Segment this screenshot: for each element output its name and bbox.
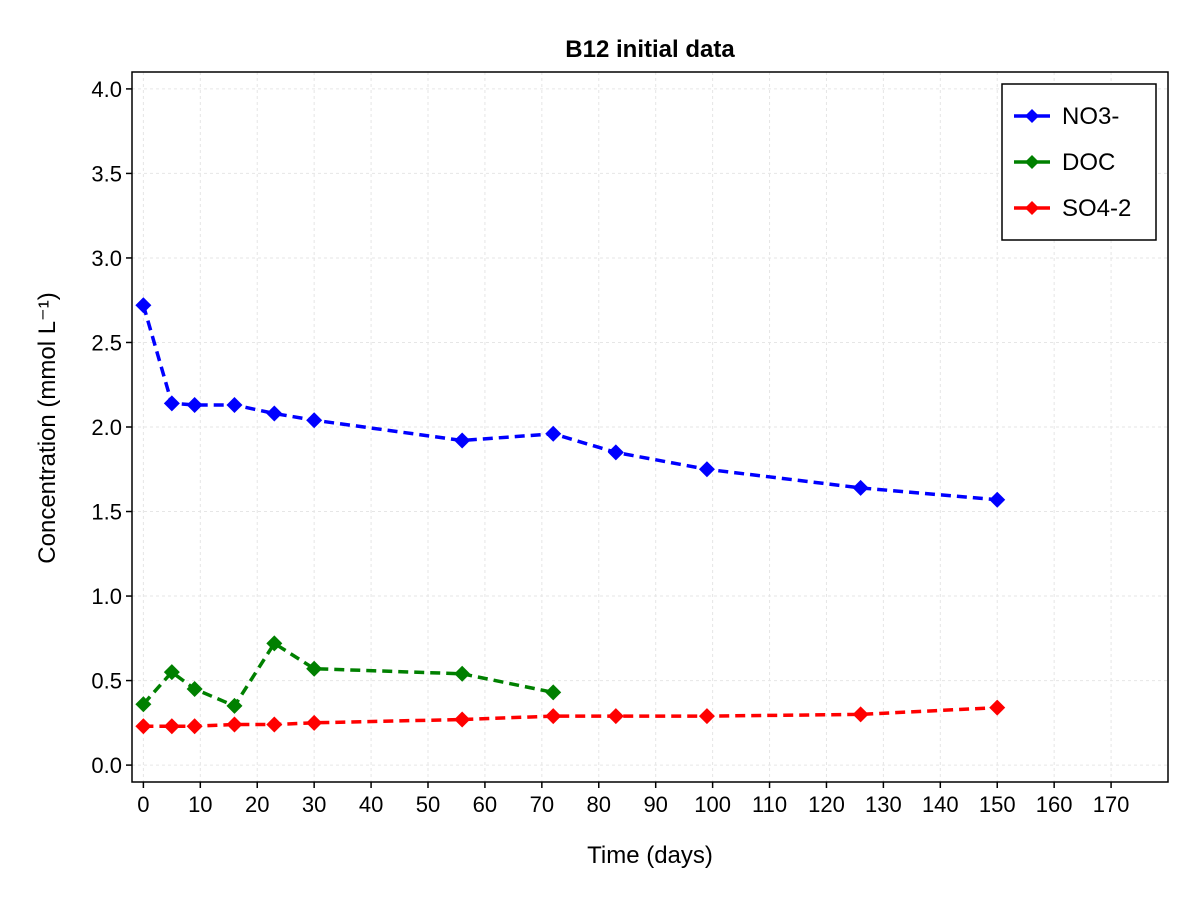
x-tick-label: 140	[922, 792, 959, 817]
data-point-no3	[186, 397, 203, 414]
data-point-so4-2	[135, 718, 152, 735]
x-tick-label: 100	[694, 792, 731, 817]
x-tick-label: 60	[473, 792, 497, 817]
data-point-doc	[454, 665, 471, 682]
data-point-so4-2	[306, 714, 323, 731]
data-point-so4-2	[186, 718, 203, 735]
data-point-no3	[545, 425, 562, 442]
y-tick-label: 1.5	[91, 500, 122, 525]
data-point-so4-2	[989, 699, 1006, 716]
y-tick-label: 0.5	[91, 669, 122, 694]
data-point-so4-2	[266, 716, 283, 733]
x-tick-label: 20	[245, 792, 269, 817]
x-tick-label: 150	[979, 792, 1016, 817]
x-tick-label: 30	[302, 792, 326, 817]
y-tick-label: 0.0	[91, 753, 122, 778]
data-point-so4-2	[545, 708, 562, 725]
x-tick-label: 170	[1093, 792, 1130, 817]
series-line-no3	[141, 304, 998, 502]
data-point-so4-2	[607, 708, 624, 725]
data-point-so4-2	[852, 706, 869, 723]
series-line-so4-2	[143, 705, 998, 728]
data-point-so4-2	[226, 716, 243, 733]
data-point-doc	[186, 681, 203, 698]
data-point-doc	[163, 664, 180, 681]
data-point-no3	[163, 395, 180, 412]
x-tick-label: 50	[416, 792, 440, 817]
x-tick-label: 70	[530, 792, 554, 817]
data-point-doc	[545, 684, 562, 701]
legend-swatch-marker-doc	[1025, 155, 1039, 169]
data-point-so4-2	[163, 718, 180, 735]
tick-layer: 0 10 20 30 40 50 60 70 80 90 100 110 120 130 140 150 160…	[91, 77, 1129, 817]
y-tick-label: 2.0	[91, 415, 122, 440]
data-point-no3	[226, 397, 243, 414]
x-axis-label: Time (days)	[587, 842, 713, 869]
legend: NO3- DOC SO4-2	[1001, 83, 1157, 241]
x-tick-label: 40	[359, 792, 383, 817]
legend-swatch-marker-so4-2	[1025, 201, 1039, 215]
data-point-no3	[454, 432, 471, 449]
x-tick-label: 130	[865, 792, 902, 817]
legend-swatch-marker-no3	[1025, 109, 1039, 123]
data-point-no3	[306, 412, 323, 429]
series-so4-2	[135, 699, 1006, 735]
data-point-no3	[135, 297, 152, 314]
y-tick-label: 1.0	[91, 584, 122, 609]
legend-label-doc: DOC	[1062, 149, 1115, 176]
series-no3	[135, 297, 1006, 508]
data-point-no3	[607, 444, 624, 461]
x-tick-label: 0	[137, 792, 149, 817]
y-tick-label: 2.5	[91, 330, 122, 355]
series-line-doc	[142, 641, 554, 708]
chart-title: B12 initial data	[565, 36, 735, 63]
data-point-doc	[226, 697, 243, 714]
data-point-doc	[135, 696, 152, 713]
legend-label-so4-2: SO4-2	[1062, 195, 1131, 222]
y-tick-label: 3.0	[91, 246, 122, 271]
data-point-no3	[698, 461, 715, 478]
x-tick-label: 10	[188, 792, 212, 817]
data-point-no3	[852, 479, 869, 496]
series-layer	[135, 297, 1006, 735]
data-point-doc	[306, 660, 323, 677]
data-point-no3	[989, 491, 1006, 508]
data-point-no3	[266, 405, 283, 422]
y-tick-label: 3.5	[91, 161, 122, 186]
data-point-so4-2	[698, 708, 715, 725]
data-point-doc	[266, 635, 283, 652]
legend-label-no3: NO3-	[1062, 103, 1119, 130]
data-point-so4-2	[454, 711, 471, 728]
x-tick-label: 90	[643, 792, 667, 817]
y-axis-label: Concentration (mmol L⁻¹)	[34, 292, 61, 563]
y-tick-label: 4.0	[91, 77, 122, 102]
x-tick-label: 80	[587, 792, 611, 817]
x-tick-label: 120	[808, 792, 845, 817]
x-tick-label: 110	[752, 792, 787, 817]
series-doc	[135, 635, 562, 714]
x-tick-label: 160	[1036, 792, 1073, 817]
